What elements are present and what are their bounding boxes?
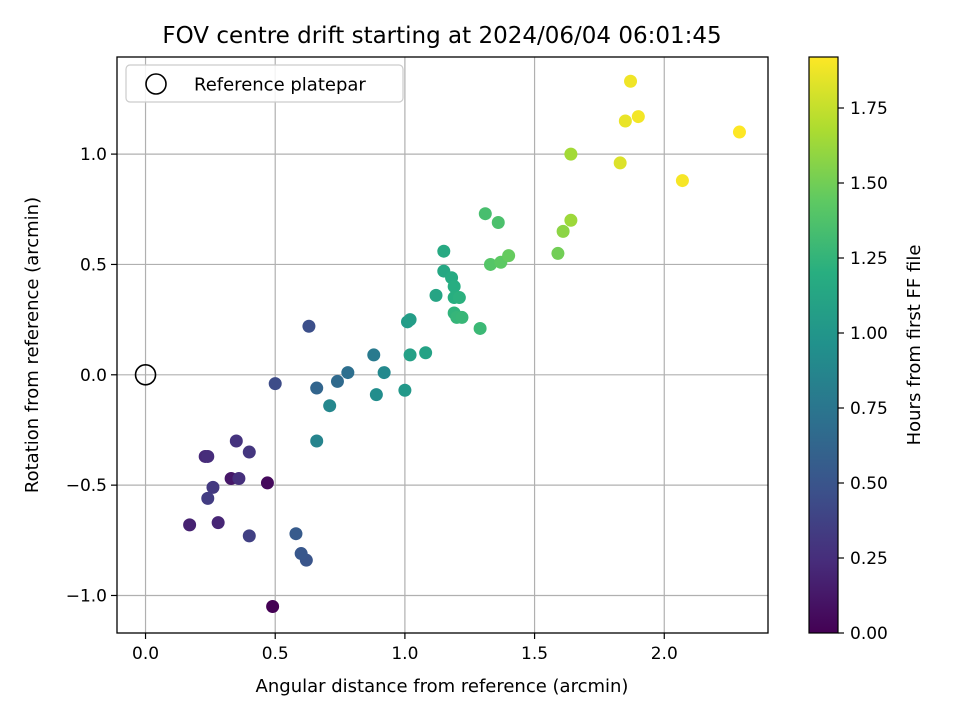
data-point [551,246,565,260]
data-point [429,288,443,302]
data-point [491,216,505,230]
data-point [613,156,627,170]
colorbar-tick-label: 0.25 [850,549,888,569]
data-point [201,449,215,463]
colorbar-label: Hours from first FF file [904,245,925,446]
y-axis-ticks: −1.0 −0.5 0.0 0.5 1.0 [66,145,117,606]
data-point [403,313,417,327]
legend: Reference platepar [125,64,404,103]
y-tick-label: 0.0 [80,366,107,386]
data-point [341,366,355,380]
x-tick-label: 0.0 [132,644,159,664]
colorbar-frame [808,56,839,634]
data-point [403,348,417,362]
data-point [502,249,516,263]
data-point [455,310,469,324]
data-point [330,374,344,388]
data-point [367,348,381,362]
colorbar-tick-label: 1.75 [850,99,888,119]
data-point [452,291,466,305]
colorbar-tick-label: 1.25 [850,249,888,269]
data-point [377,366,391,380]
data-point [473,321,487,335]
data-point [447,280,461,294]
x-tick-label: 2.0 [651,644,678,664]
x-axis-ticks: 0.0 0.5 1.0 1.5 2.0 [132,633,678,664]
y-tick-label: 0.5 [80,255,107,275]
x-tick-label: 1.5 [521,644,548,664]
data-point [310,381,324,395]
colorbar-ticks: 0.00 0.25 0.50 0.75 1.00 1.25 1.50 1.75 [838,99,888,644]
data-point [201,491,215,505]
y-tick-label: −1.0 [66,586,107,606]
data-point [294,547,308,561]
data-point [289,527,303,541]
data-point [266,600,280,614]
colorbar-tick-label: 1.50 [850,174,888,194]
colorbar-tick-label: 1.00 [850,324,888,344]
data-point [211,516,225,530]
colorbar-tick-label: 0.50 [850,474,888,494]
x-tick-label: 0.5 [262,644,289,664]
legend-marker-icon [145,73,167,95]
data-point [564,147,578,161]
data-point [478,207,492,221]
data-point [268,377,282,391]
y-tick-label: −0.5 [66,476,107,496]
data-point [232,472,246,486]
data-point [242,445,256,459]
data-point [631,110,645,124]
chart-title: FOV centre drift starting at 2024/06/04 … [162,23,721,49]
legend-label: Reference platepar [194,75,366,96]
colorbar-gradient [809,57,838,633]
data-point [624,74,638,88]
data-point [229,434,243,448]
data-point [260,476,274,490]
data-point [323,399,337,413]
data-point [310,434,324,448]
data-point [302,319,316,333]
scatter-series [183,74,746,614]
y-axis-label: Rotation from reference (arcmin) [22,197,43,493]
colorbar-tick-label: 0.00 [850,624,888,644]
y-tick-label: 1.0 [80,145,107,165]
data-point [183,518,197,532]
data-point [419,346,433,360]
data-point [564,213,578,227]
data-point [398,383,412,397]
reference-point-marker [134,363,157,386]
data-point [206,480,220,494]
data-point [483,257,497,271]
colorbar-tick-label: 0.75 [850,399,888,419]
x-axis-label: Angular distance from reference (arcmin) [256,676,629,697]
plot-area [116,56,769,634]
data-point [732,125,746,139]
data-point [437,244,451,258]
data-point [369,388,383,402]
x-tick-label: 1.0 [391,644,418,664]
grid-lines [117,57,768,633]
data-point [618,114,632,128]
data-point [556,224,570,238]
legend-box [125,64,404,103]
data-point [675,174,689,188]
data-point [242,529,256,543]
